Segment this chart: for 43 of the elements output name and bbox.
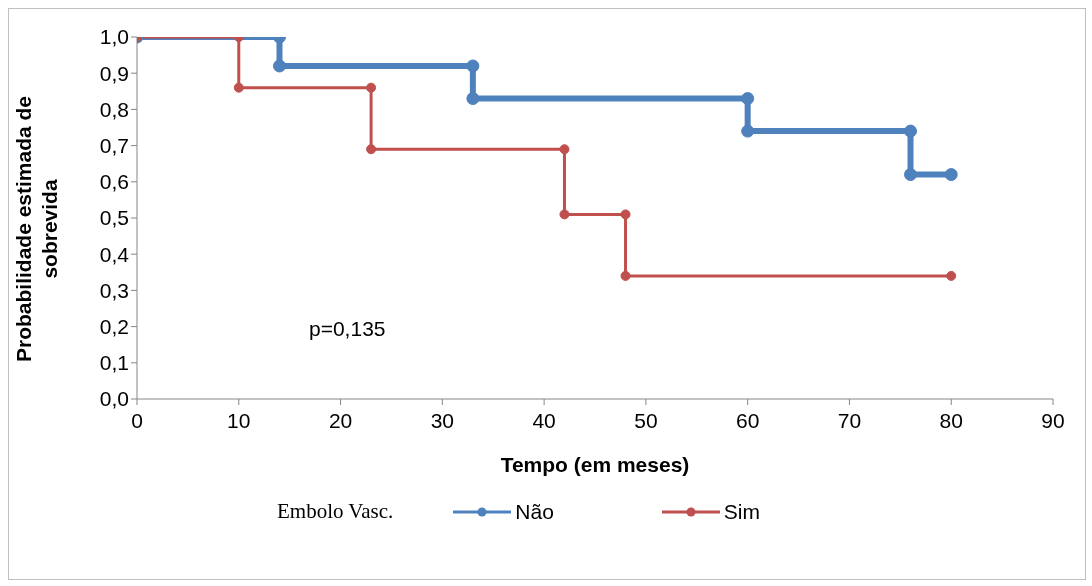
y-tick-label: 0,6 bbox=[99, 170, 129, 194]
point bbox=[233, 82, 244, 93]
point bbox=[741, 92, 755, 106]
point bbox=[466, 92, 480, 106]
x-tick-label: 0 bbox=[131, 408, 143, 432]
y-tick-label: 0,9 bbox=[99, 61, 129, 85]
point bbox=[559, 144, 570, 155]
y-tick-label: 0,7 bbox=[99, 134, 129, 158]
point bbox=[904, 124, 918, 138]
y-tick-label: 0,4 bbox=[99, 242, 130, 266]
legend-title: Embolo Vasc. bbox=[277, 499, 394, 524]
point bbox=[904, 168, 918, 182]
x-tick-label: 10 bbox=[227, 408, 251, 432]
x-tick-label: 40 bbox=[532, 408, 556, 432]
point bbox=[944, 168, 958, 182]
y-tick-label: 0,3 bbox=[99, 278, 129, 302]
y-axis-title: Probabilidade estimada de sobrevida bbox=[11, 94, 62, 365]
y-tick-label: 0,5 bbox=[99, 206, 129, 230]
point bbox=[466, 59, 480, 73]
y-tick-label: 1,0 bbox=[99, 25, 129, 49]
point bbox=[366, 144, 377, 155]
y-tick-label: 0,8 bbox=[99, 97, 129, 121]
y-tick-label: 0,1 bbox=[99, 351, 129, 375]
x-tick-label: 20 bbox=[328, 408, 353, 432]
point bbox=[741, 124, 755, 138]
point bbox=[620, 270, 631, 281]
annotation: p=0,135 bbox=[309, 317, 386, 341]
legend-label: Sim bbox=[722, 499, 760, 524]
point bbox=[559, 209, 570, 220]
x-tick-label: 30 bbox=[430, 408, 455, 432]
point bbox=[946, 270, 957, 281]
x-tick-label: 90 bbox=[1041, 408, 1065, 432]
y-tick-label: 0,2 bbox=[99, 315, 129, 339]
legend-label: Não bbox=[514, 499, 554, 524]
point bbox=[620, 209, 631, 220]
x-tick-label: 50 bbox=[634, 408, 658, 432]
point bbox=[366, 82, 377, 93]
point bbox=[272, 59, 286, 73]
x-tick-label: 80 bbox=[939, 408, 963, 432]
x-tick-label: 60 bbox=[735, 408, 760, 432]
y-tick-label: 0,0 bbox=[99, 387, 129, 411]
x-tick-label: 70 bbox=[837, 408, 862, 432]
x-axis-title: Tempo (em meses) bbox=[500, 452, 690, 476]
